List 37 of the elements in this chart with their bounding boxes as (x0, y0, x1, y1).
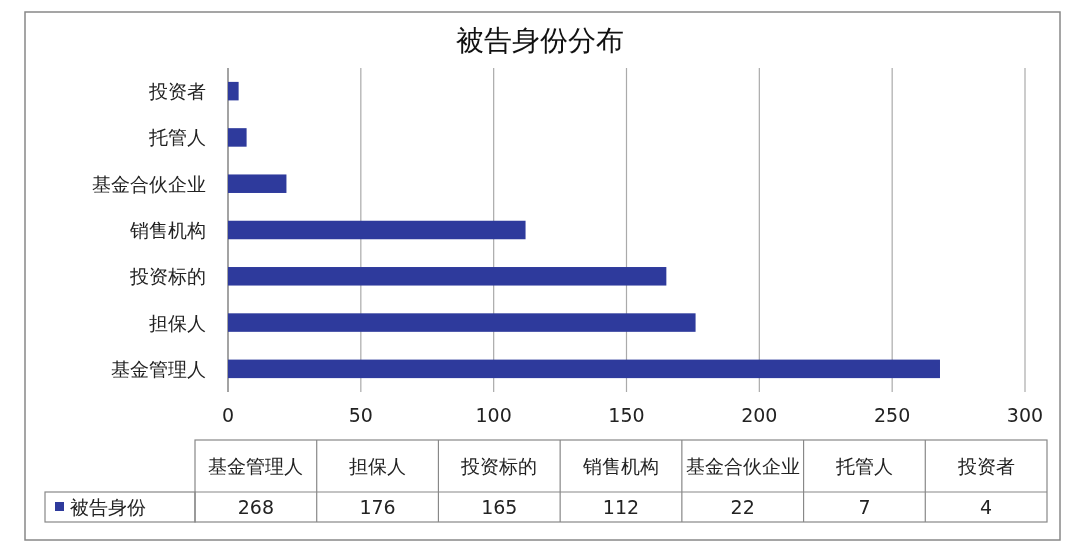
y-tick-label: 担保人 (149, 311, 206, 334)
category-label: 投资标的 (460, 455, 538, 478)
bar (228, 359, 940, 379)
category-label: 担保人 (349, 455, 407, 478)
data-label: 22 (730, 496, 755, 518)
y-tick-label: 销售机构 (129, 219, 206, 241)
y-tick-label: 基金合伙企业 (92, 172, 206, 195)
bar (228, 81, 239, 101)
data-label: 268 (237, 496, 274, 518)
category-label: 托管人 (834, 455, 893, 478)
x-tick-label: 150 (608, 404, 645, 426)
x-tick-label: 300 (1006, 404, 1044, 426)
x-tick-label: 50 (348, 404, 373, 426)
chart-title: 被告身份分布 (456, 24, 624, 57)
category-label: 基金管理人 (208, 455, 304, 478)
bar (228, 313, 696, 332)
x-tick-label: 200 (741, 404, 778, 426)
category-label: 销售机构 (582, 455, 659, 478)
y-tick-label: 托管人 (148, 126, 206, 149)
x-tick-label: 0 (221, 404, 235, 426)
bar (228, 174, 287, 193)
bar (228, 220, 526, 240)
data-label: 176 (359, 496, 396, 518)
data-label: 165 (481, 496, 518, 518)
data-label: 112 (602, 496, 640, 518)
legend-label: 被告身份 (70, 496, 146, 518)
category-label: 投资者 (956, 455, 1015, 478)
x-tick-label: 100 (475, 404, 512, 426)
data-label: 4 (980, 496, 993, 518)
x-tick-label: 250 (874, 404, 911, 426)
data-label: 7 (858, 496, 871, 518)
category-label: 基金合伙企业 (685, 455, 800, 478)
bar (228, 128, 247, 147)
y-tick-label: 基金管理人 (111, 357, 206, 380)
bar (228, 267, 667, 286)
y-tick-label: 投资标的 (129, 265, 206, 288)
y-tick-label: 投资者 (148, 80, 206, 103)
